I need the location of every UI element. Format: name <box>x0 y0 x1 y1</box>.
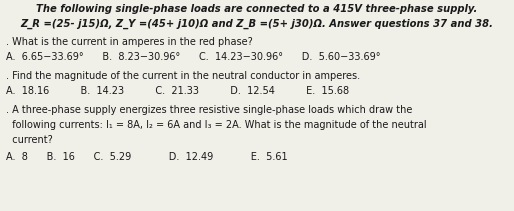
Text: . A three-phase supply energizes three resistive single-phase loads which draw t: . A three-phase supply energizes three r… <box>6 105 413 115</box>
Text: A.  18.16          B.  14.23          C.  21.33          D.  12.54          E.  : A. 18.16 B. 14.23 C. 21.33 D. 12.54 E. <box>6 86 350 96</box>
Text: current?: current? <box>6 135 53 145</box>
Text: . Find the magnitude of the current in the neutral conductor in amperes.: . Find the magnitude of the current in t… <box>6 70 360 81</box>
Text: following currents: I₁ = 8A, I₂ = 6A and I₃ = 2A. What is the magnitude of the n: following currents: I₁ = 8A, I₂ = 6A and… <box>6 120 427 130</box>
Text: The following single-phase loads are connected to a 415V three-phase supply.: The following single-phase loads are con… <box>36 4 478 15</box>
Text: Z_R =(25- j15)Ω, Z_Y =(45+ j10)Ω and Z_B =(5+ j30)Ω. Answer questions 37 and 38.: Z_R =(25- j15)Ω, Z_Y =(45+ j10)Ω and Z_B… <box>21 19 493 29</box>
Text: A.  6.65−33.69°      B.  8.23−30.96°      C.  14.23−30.96°      D.  5.60−33.69°: A. 6.65−33.69° B. 8.23−30.96° C. 14.23−3… <box>6 52 381 62</box>
Text: . What is the current in amperes in the red phase?: . What is the current in amperes in the … <box>6 37 253 47</box>
Text: A.  8      B.  16      C.  5.29            D.  12.49            E.  5.61: A. 8 B. 16 C. 5.29 D. 12.49 E. 5.61 <box>6 151 288 162</box>
